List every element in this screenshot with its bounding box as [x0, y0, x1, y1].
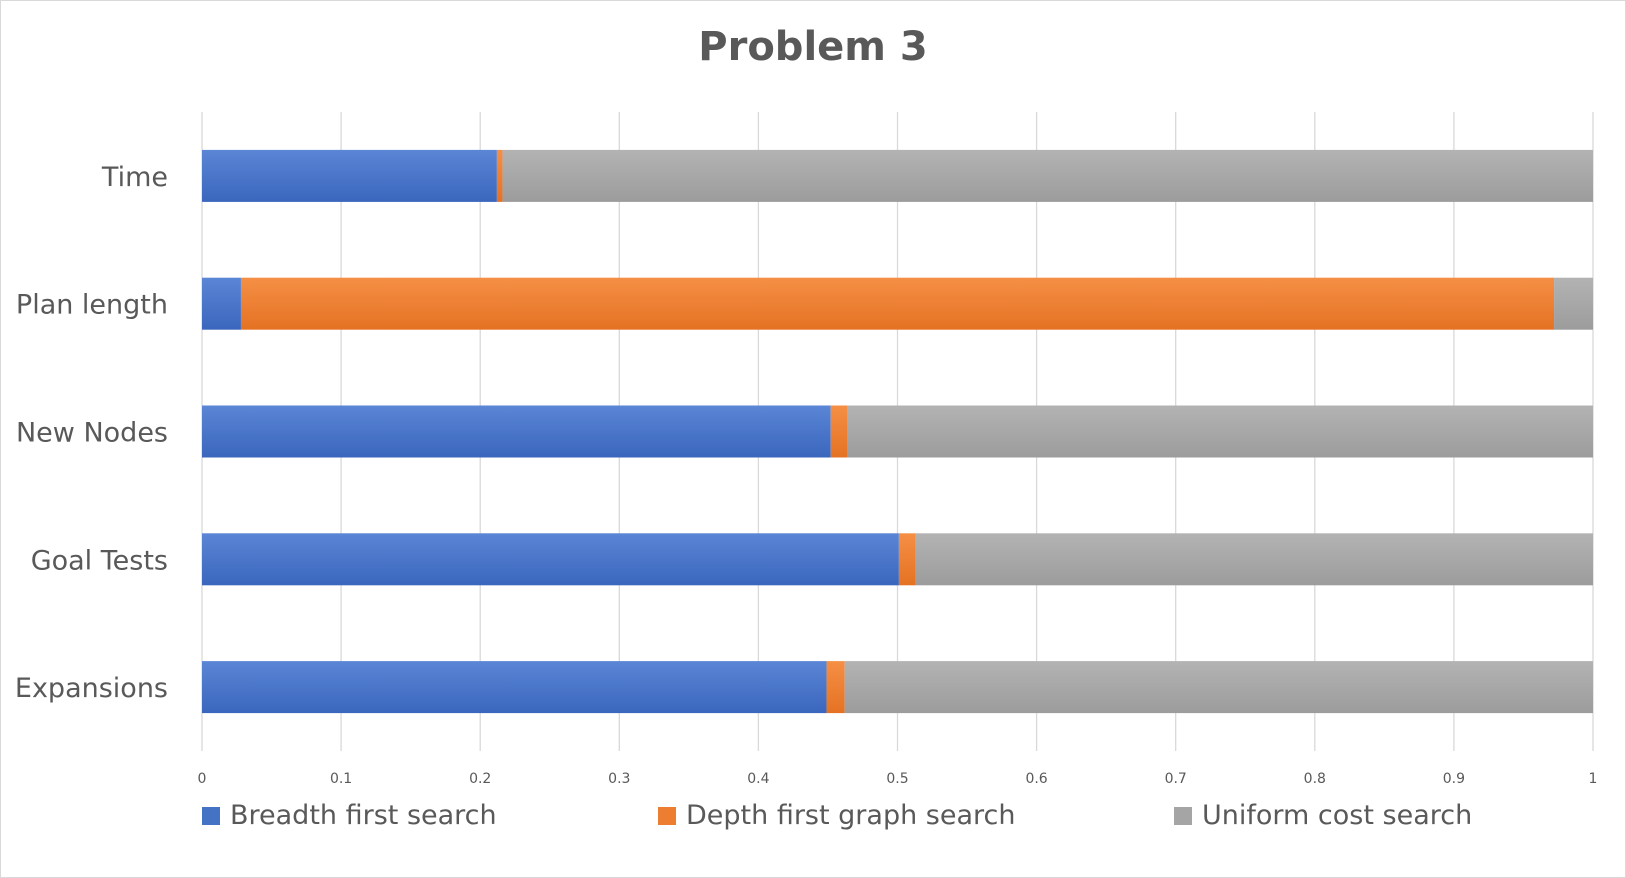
- x-tick-label: 0.8: [1304, 771, 1326, 787]
- legend-label: Uniform cost search: [1202, 800, 1472, 831]
- category-label: New Nodes: [16, 418, 168, 449]
- bar-depth-first-graph-search-goal-tests: [898, 533, 916, 586]
- x-tick-label: 0.1: [330, 771, 352, 787]
- bar-breadth-first-search-new-nodes: [202, 405, 831, 458]
- legend-label: Breadth first search: [230, 800, 497, 831]
- bar-uniform-cost-search-time: [502, 149, 1593, 202]
- x-tick-label: 1: [1589, 771, 1598, 787]
- bar-breadth-first-search-expansions: [202, 661, 827, 714]
- legend-swatch: [1174, 807, 1192, 825]
- x-tick-label: 0.4: [747, 771, 769, 787]
- category-label: Time: [101, 162, 168, 193]
- category-label: Plan length: [16, 290, 168, 321]
- bar-breadth-first-search-plan-length: [202, 277, 241, 330]
- x-tick-label: 0.9: [1443, 771, 1465, 787]
- axis-labels: 0 0.1 0.2 0.3 0.4 0.5 0.6 0.7 0.8 0.9 1 Time Plan le…: [15, 162, 1598, 787]
- bar-uniform-cost-search-new-nodes: [847, 405, 1593, 458]
- bar-uniform-cost-search-plan-length: [1554, 277, 1593, 330]
- legend-swatch: [202, 807, 220, 825]
- bar-depth-first-graph-search-plan-length: [240, 277, 1555, 330]
- x-tick-label: 0.3: [608, 771, 630, 787]
- bar-depth-first-graph-search-time: [496, 149, 503, 202]
- bar-depth-first-graph-search-expansions: [826, 661, 845, 714]
- x-tick-label: 0: [198, 771, 207, 787]
- bar-depth-first-graph-search-new-nodes: [830, 405, 848, 458]
- x-tick-label: 0.5: [886, 771, 908, 787]
- bar-breadth-first-search-goal-tests: [202, 533, 899, 586]
- bar-breadth-first-search-time: [202, 149, 497, 202]
- legend-swatch: [658, 807, 676, 825]
- bar-uniform-cost-search-goal-tests: [915, 533, 1593, 586]
- x-tick-label: 0.2: [469, 771, 491, 787]
- legend: Breadth first search Depth first graph se…: [202, 800, 1472, 831]
- category-label: Expansions: [15, 673, 168, 704]
- bars: [202, 149, 1593, 714]
- bar-uniform-cost-search-expansions: [844, 661, 1593, 714]
- chart-title: Problem 3: [698, 24, 928, 70]
- x-tick-label: 0.6: [1025, 771, 1047, 787]
- category-label: Goal Tests: [31, 545, 168, 576]
- x-tick-label: 0.7: [1165, 771, 1187, 787]
- legend-label: Depth first graph search: [686, 800, 1015, 831]
